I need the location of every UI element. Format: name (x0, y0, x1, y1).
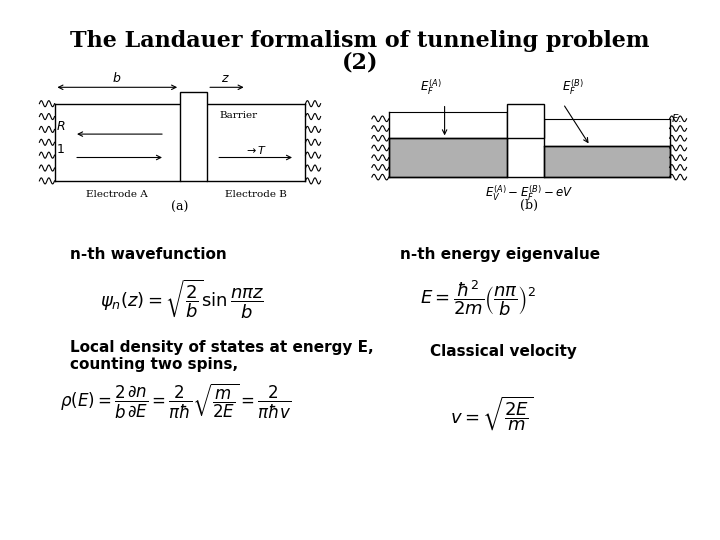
Text: (2): (2) (342, 52, 378, 74)
Text: Local density of states at energy E,: Local density of states at energy E, (70, 340, 374, 355)
Text: Electrode B: Electrode B (225, 191, 287, 199)
Text: (b): (b) (521, 199, 539, 212)
Text: $\rho(E) = \dfrac{2}{b}\dfrac{\partial n}{\partial E} = \dfrac{2}{\pi\hbar}\sqrt: $\rho(E) = \dfrac{2}{b}\dfrac{\partial n… (60, 382, 292, 421)
Text: counting two spins,: counting two spins, (70, 357, 238, 372)
Bar (180, 92, 207, 181)
Text: Electrode A: Electrode A (86, 191, 148, 199)
Text: $v = \sqrt{\dfrac{2E}{m}}$: $v = \sqrt{\dfrac{2E}{m}}$ (450, 395, 534, 434)
Text: $E_F^{(B)}$: $E_F^{(B)}$ (562, 78, 584, 97)
Text: $F.$: $F.$ (671, 112, 682, 124)
Text: $b$: $b$ (112, 71, 121, 85)
Text: $E = \dfrac{\hbar^2}{2m}\left(\dfrac{n\pi}{b}\right)^2$: $E = \dfrac{\hbar^2}{2m}\left(\dfrac{n\p… (420, 278, 536, 318)
Text: n-th energy eigenvalue: n-th energy eigenvalue (400, 247, 600, 262)
Text: $z$: $z$ (221, 72, 230, 85)
Text: $R$: $R$ (55, 120, 65, 133)
Text: The Landauer formalism of tunneling problem: The Landauer formalism of tunneling prob… (71, 30, 649, 52)
Text: n-th wavefunction: n-th wavefunction (70, 247, 227, 262)
Text: $E_F^{(A)}$: $E_F^{(A)}$ (420, 78, 442, 97)
Text: (a): (a) (171, 201, 189, 214)
Bar (507, 104, 544, 138)
Text: Barrier: Barrier (220, 111, 258, 120)
Text: Classical velocity: Classical velocity (430, 344, 577, 359)
Text: $\rightarrow T$: $\rightarrow T$ (244, 144, 267, 157)
Text: $\psi_n(z) = \sqrt{\dfrac{2}{b}}\sin\dfrac{n\pi z}{b}$: $\psi_n(z) = \sqrt{\dfrac{2}{b}}\sin\dfr… (100, 278, 264, 321)
Text: $1$: $1$ (56, 143, 65, 157)
Text: $E_V^{(A)}-E_F^{(B)}-eV$: $E_V^{(A)}-E_F^{(B)}-eV$ (485, 184, 573, 203)
Bar (389, 138, 507, 177)
Bar (544, 146, 670, 177)
